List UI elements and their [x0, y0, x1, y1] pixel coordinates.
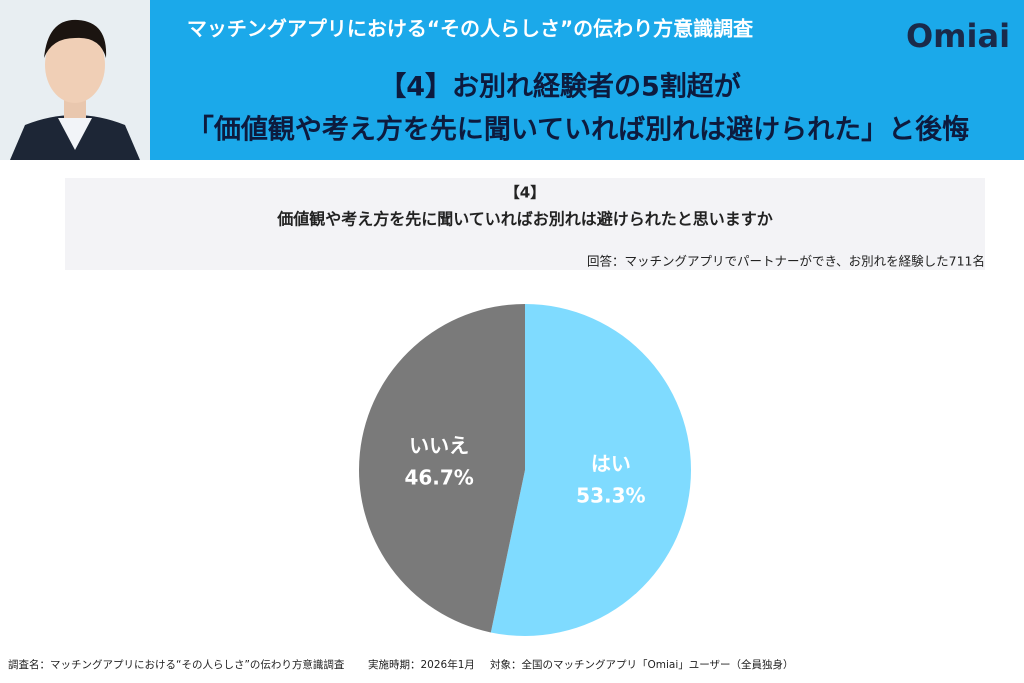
footer-text: 調査名：マッチングアプリにおける“その人らしさ”の伝わり方意識調査 [8, 658, 345, 671]
footer-text: 実施時期：2026年1月 [368, 658, 475, 671]
slice-value: 46.7% [404, 466, 473, 490]
headline: 【4】お別れ経験者の5割超が [379, 71, 741, 103]
pie-chart: はい 53.3% いいえ 46.7% [359, 304, 691, 637]
question-number: 【4】 [505, 184, 545, 202]
pie-slice [359, 304, 525, 633]
respondents: 回答：マッチングアプリでパートナーができ、お別れを経験した711名 [587, 254, 985, 269]
question-text: 価値観や考え方を先に聞いていればお別れは避けられたと思いますか [276, 210, 773, 229]
survey-title: マッチングアプリにおける“その人らしさ”の伝わり方意識調査 [187, 17, 753, 41]
pie-slice [490, 304, 691, 637]
portrait [0, 0, 150, 160]
logo: Omiai [906, 17, 1010, 55]
slice-value: 53.3% [576, 483, 645, 507]
slice-label: いいえ [409, 434, 469, 458]
headline: 「価値観や考え方を先に聞いていれば別れは避けられた」と後悔 [187, 114, 969, 146]
footer-text: 対象：全国のマッチングアプリ「Omiai」ユーザー（全員独身） [490, 658, 794, 671]
slice-label: はい [591, 451, 631, 475]
question-box [65, 178, 985, 270]
header-band [0, 0, 1024, 160]
